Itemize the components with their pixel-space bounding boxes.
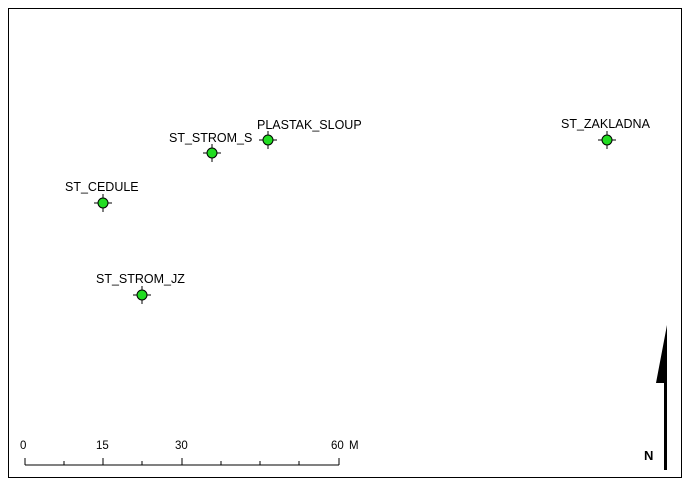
point-label: ST_STROM_S (169, 131, 252, 145)
point-st-strom-jz[interactable]: ST_STROM_JZ (96, 272, 185, 304)
scale-tick-label-0: 0 (20, 440, 26, 452)
green-circle-crosshair-icon (259, 131, 277, 149)
point-st-zakladna[interactable]: ST_ZAKLADNA (561, 117, 651, 149)
point-label: PLASTAK_SLOUP (257, 118, 362, 132)
scale-unit: M (349, 440, 359, 452)
point-label: ST_STROM_JZ (96, 272, 185, 286)
scale-tick-label-60: 60 (331, 440, 344, 452)
green-circle-crosshair-icon (203, 144, 221, 162)
point-label: ST_CEDULE (65, 180, 139, 194)
scale-bar: 0 15 30 60 M (20, 440, 359, 466)
point-st-strom-s[interactable]: ST_STROM_S (169, 131, 252, 162)
north-arrow-icon: N (644, 325, 667, 470)
point-plastak-sloup[interactable]: PLASTAK_SLOUP (257, 118, 362, 149)
north-label: N (644, 448, 653, 463)
point-st-cedule[interactable]: ST_CEDULE (65, 180, 139, 212)
green-circle-crosshair-icon (133, 286, 151, 304)
scale-tick-label-15: 15 (96, 440, 109, 452)
scale-tick-label-30: 30 (175, 440, 188, 452)
green-circle-crosshair-icon (94, 194, 112, 212)
green-circle-crosshair-icon (598, 131, 616, 149)
point-label: ST_ZAKLADNA (561, 117, 651, 131)
map-frame (8, 8, 682, 478)
